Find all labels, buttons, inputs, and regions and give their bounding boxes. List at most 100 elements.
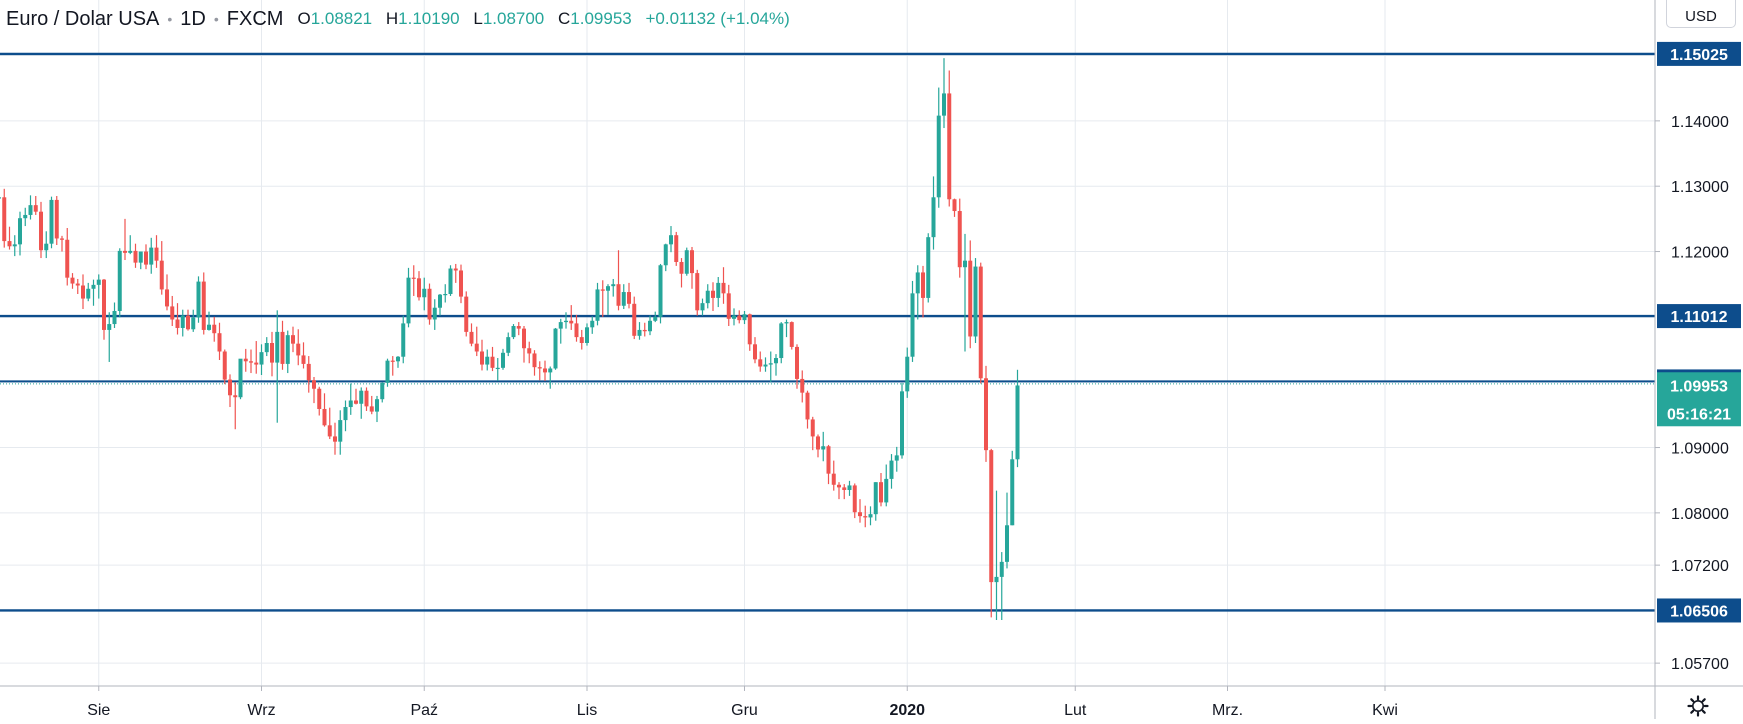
x-tick-label: Lis <box>577 702 597 719</box>
candle-body <box>49 199 54 244</box>
candle-body <box>800 378 805 393</box>
candle-body <box>821 446 826 450</box>
candle-body <box>222 351 227 380</box>
candle-body <box>842 487 847 490</box>
currency-selector[interactable]: USD <box>1666 0 1736 28</box>
candle-body <box>138 251 143 263</box>
candle-body <box>816 436 820 450</box>
x-tick-label: Paź <box>410 702 438 719</box>
separator-dot: • <box>167 11 173 27</box>
candle-body <box>768 363 773 365</box>
candle-body <box>0 197 1 199</box>
candle-body <box>926 237 931 298</box>
candle-body <box>779 323 784 359</box>
candle-body <box>653 316 658 321</box>
candle-body <box>249 361 253 363</box>
candle-body <box>795 346 799 379</box>
candle-body <box>611 284 616 287</box>
candle-body <box>721 282 726 294</box>
candles <box>0 58 1020 621</box>
candle-body <box>726 293 731 319</box>
candle-body <box>994 576 999 583</box>
candle-body <box>243 358 248 362</box>
candle-body <box>238 358 243 398</box>
open-label: O <box>297 9 311 28</box>
candle-body <box>217 333 222 352</box>
candle-body <box>369 406 374 412</box>
candle-body <box>233 395 238 398</box>
candle-body <box>485 356 490 365</box>
candle-body <box>936 115 941 198</box>
candle-body <box>149 247 154 265</box>
symbol-name[interactable]: Euro / Dolar USA <box>6 7 160 30</box>
candle-body <box>590 320 595 328</box>
candle-body <box>464 296 469 332</box>
candle-body <box>7 241 12 247</box>
candle-body <box>406 277 411 324</box>
last-price-label: 1.09953 <box>1670 378 1728 395</box>
candle-body <box>333 436 337 442</box>
y-tick-label: 1.14000 <box>1671 114 1729 131</box>
candle-body <box>873 482 878 515</box>
candle-body <box>910 293 915 357</box>
candle-body <box>585 327 589 343</box>
candle-body <box>312 380 316 389</box>
candle-body <box>228 379 232 396</box>
candle-body <box>364 390 369 407</box>
candle-body <box>627 292 631 304</box>
ohlc-legend: O1.08821 H1.10190 L1.08700 C1.09953 +0.0… <box>297 9 798 29</box>
chart-header: Euro / Dolar USA • 1D • FXCM O1.08821 H1… <box>6 6 799 32</box>
candle-body <box>348 400 353 408</box>
candle-body <box>968 260 973 337</box>
candle-body <box>616 284 621 306</box>
candle-body <box>81 285 85 299</box>
candle-body <box>742 314 747 321</box>
candle-body <box>595 289 600 321</box>
candle-body <box>39 211 43 251</box>
candle-body <box>380 382 385 400</box>
candle-body <box>579 337 584 343</box>
candle-body <box>711 290 715 298</box>
candle-body <box>516 326 521 329</box>
level-label-bg <box>1657 41 1741 66</box>
candle-body <box>254 362 259 365</box>
candle-body <box>511 326 516 338</box>
candle-body <box>432 307 437 320</box>
candle-body <box>212 324 217 334</box>
candle-body <box>537 367 542 369</box>
candle-body <box>684 250 689 274</box>
candle-body <box>532 353 537 368</box>
x-tick-label: Lut <box>1064 702 1087 719</box>
candle-body <box>18 218 22 245</box>
candle-body <box>91 284 96 289</box>
candle-body <box>648 320 652 332</box>
candle-body <box>978 266 983 379</box>
candle-body <box>805 392 810 420</box>
candle-body <box>495 367 500 370</box>
separator-dot: • <box>213 11 219 27</box>
candle-body <box>543 368 547 373</box>
x-tick-label: Wrz <box>247 702 275 719</box>
interval[interactable]: 1D <box>180 7 206 30</box>
gear-icon[interactable] <box>1686 694 1710 718</box>
candle-body <box>144 251 148 265</box>
candle-body <box>863 516 868 518</box>
candle-body <box>75 283 80 286</box>
candle-body <box>175 319 180 328</box>
candle-body <box>102 279 106 330</box>
candle-body <box>642 329 647 332</box>
candle-body <box>600 289 605 291</box>
candle-body <box>658 265 663 317</box>
candle-body <box>831 473 836 485</box>
candle-body <box>191 317 196 330</box>
y-tick-label: 1.13000 <box>1671 179 1729 196</box>
candle-body <box>443 294 448 296</box>
candle-body <box>700 303 705 311</box>
candle-body <box>317 388 322 409</box>
candle-body <box>259 352 264 365</box>
candle-body <box>154 247 159 261</box>
candle-body <box>385 360 390 383</box>
candle-body <box>826 446 831 474</box>
